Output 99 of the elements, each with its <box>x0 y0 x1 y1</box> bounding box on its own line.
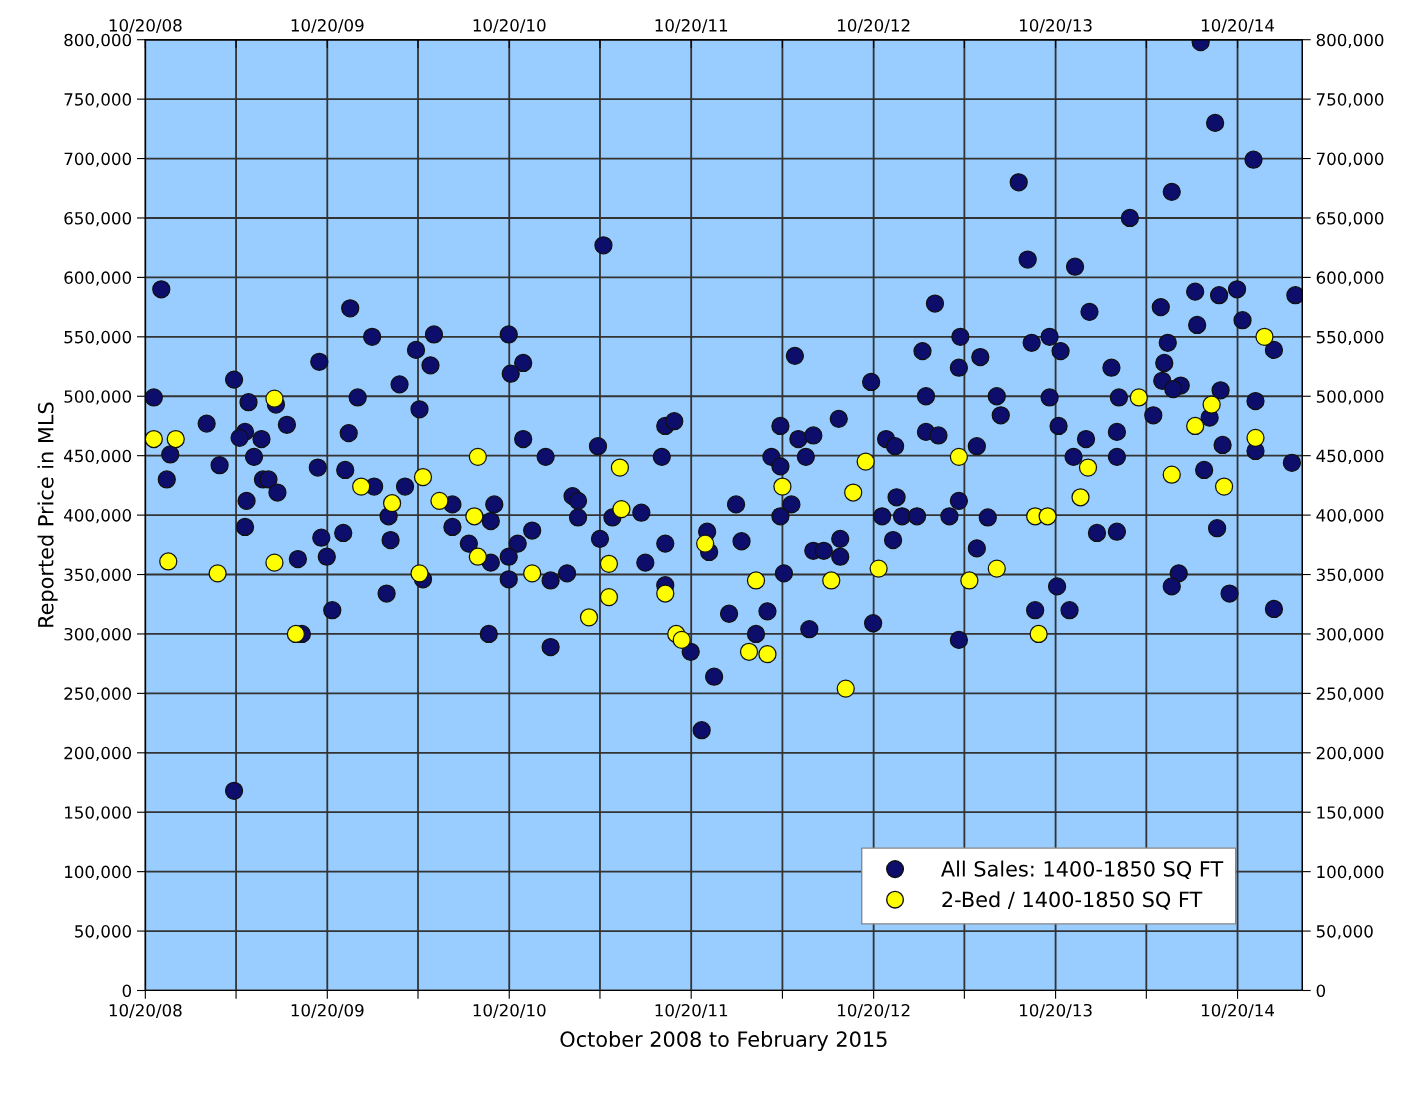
y2-tick-label: 300,000 <box>1316 627 1384 643</box>
x-tick-label: 10/20/12 <box>838 19 910 33</box>
point <box>869 559 888 578</box>
point <box>746 571 766 590</box>
point <box>856 452 875 471</box>
x-tick-label: 10/20/13 <box>1020 19 1092 33</box>
point <box>960 571 979 590</box>
point <box>610 458 630 477</box>
x2-tick-label: 10/20/12 <box>838 1003 910 1018</box>
point <box>1029 624 1048 644</box>
x-tick-label: 10/20/14 <box>1201 19 1275 33</box>
y2-tick-label: 0 <box>1316 984 1326 998</box>
point <box>844 483 863 502</box>
y-tick-label: 50,000 <box>75 925 132 940</box>
y2-tick-label: 450,000 <box>1316 449 1384 464</box>
y-tick-label: 650,000 <box>64 211 132 227</box>
point <box>382 494 402 513</box>
point <box>822 571 841 590</box>
point <box>1202 395 1221 414</box>
y-tick-label: 800,000 <box>64 33 132 48</box>
point <box>987 559 1006 578</box>
point <box>265 389 284 408</box>
x-tick-label: 10/20/11 <box>655 19 728 33</box>
y2-tick-label: 700,000 <box>1316 152 1384 167</box>
y-tick-label: 350,000 <box>64 568 132 583</box>
point <box>413 467 433 487</box>
point <box>1214 477 1234 496</box>
point <box>286 624 306 644</box>
x2-tick-label: 10/20/13 <box>1020 1003 1092 1018</box>
y-tick-label: 500,000 <box>64 390 132 405</box>
x-tick-label: 10/20/09 <box>291 19 364 33</box>
y2-tick-label: 350,000 <box>1316 568 1384 583</box>
point <box>1071 488 1090 507</box>
point <box>656 584 675 603</box>
y-tick-label: 450,000 <box>64 449 132 464</box>
point <box>159 552 178 571</box>
legend-label: 2-Bed / 1400-1850 SQ FT <box>942 891 1203 910</box>
point <box>1246 428 1265 447</box>
point <box>599 587 619 607</box>
point <box>696 534 715 553</box>
y-tick-label: 250,000 <box>64 687 132 702</box>
point <box>523 564 542 583</box>
point <box>739 642 759 661</box>
x2-tick-label: 10/20/10 <box>473 1003 546 1018</box>
y-tick-label: 150,000 <box>65 806 132 821</box>
x2-tick-label: 10/20/08 <box>109 1003 182 1018</box>
point <box>1078 458 1098 477</box>
y2-tick-label: 100,000 <box>1317 865 1384 880</box>
x2-tick-label: 10/20/14 <box>1201 1003 1275 1018</box>
y-tick-label: 200,000 <box>64 746 132 762</box>
point <box>1129 388 1148 407</box>
y-tick-label: 550,000 <box>64 330 132 346</box>
point <box>1255 327 1274 346</box>
point <box>1186 416 1205 436</box>
y-tick-label: 700,000 <box>64 152 132 167</box>
point <box>145 429 163 449</box>
x2-tick-label: 10/20/09 <box>291 1003 364 1018</box>
point <box>1162 465 1181 484</box>
point <box>1038 507 1057 526</box>
point <box>612 500 631 519</box>
point <box>758 645 777 664</box>
point <box>949 447 969 466</box>
point <box>836 679 855 698</box>
y-tick-label: 0 <box>122 984 132 998</box>
y2-tick-label: 250,000 <box>1316 687 1384 702</box>
y2-tick-label: 200,000 <box>1316 746 1384 762</box>
point <box>579 608 599 627</box>
y-tick-label: 750,000 <box>64 93 132 108</box>
y2-tick-label: 550,000 <box>1316 330 1384 346</box>
point <box>773 477 792 496</box>
y-tick-label: 300,000 <box>64 627 132 643</box>
x2-tick-label: 10/20/11 <box>655 1003 728 1018</box>
x-tick-label: 10/20/10 <box>473 19 546 33</box>
y-tick-label: 400,000 <box>64 509 132 524</box>
y-tick-label: 100,000 <box>65 865 132 880</box>
point <box>599 554 619 573</box>
y-axis-title: Reported Price in MLS <box>37 402 58 627</box>
y2-tick-label: 50,000 <box>1316 925 1373 940</box>
legend-label: All Sales: 1400-1850 SQ FT <box>941 860 1224 880</box>
point <box>166 429 185 449</box>
y-tick-label: 600,000 <box>64 271 132 286</box>
y2-tick-label: 800,000 <box>1316 33 1384 48</box>
y2-tick-label: 600,000 <box>1316 271 1384 286</box>
x-axis-title: October 2008 to February 2015 <box>560 1030 887 1052</box>
y2-tick-label: 750,000 <box>1316 93 1384 108</box>
point <box>430 491 449 510</box>
point <box>352 477 371 496</box>
point <box>265 553 284 572</box>
point <box>672 630 691 650</box>
point <box>468 447 487 466</box>
x-tick-label: 10/20/08 <box>109 19 182 33</box>
y2-tick-label: 500,000 <box>1316 390 1384 405</box>
y2-tick-label: 400,000 <box>1316 509 1384 524</box>
point <box>208 564 227 583</box>
y2-tick-label: 650,000 <box>1316 211 1384 227</box>
point <box>465 507 484 526</box>
y2-tick-label: 150,000 <box>1317 806 1384 821</box>
point <box>410 564 429 583</box>
point <box>468 547 487 566</box>
